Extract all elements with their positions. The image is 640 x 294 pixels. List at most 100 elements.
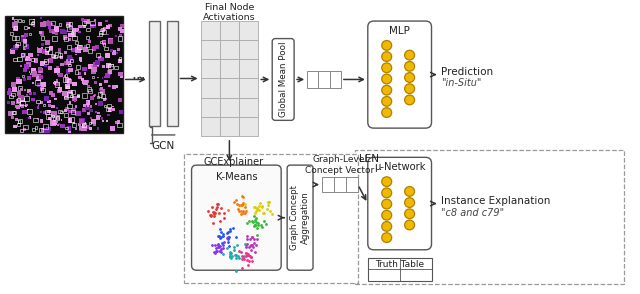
Bar — [58, 49, 61, 52]
Bar — [110, 126, 115, 131]
Bar — [49, 26, 51, 29]
Bar — [78, 31, 81, 33]
Bar — [26, 62, 31, 67]
Bar — [108, 70, 112, 74]
Bar — [115, 35, 117, 37]
Bar — [49, 66, 52, 69]
Bar — [118, 57, 121, 60]
Text: MLP: MLP — [389, 26, 410, 36]
Bar — [76, 47, 81, 53]
Bar — [63, 77, 68, 82]
Bar — [86, 80, 89, 83]
Bar — [71, 90, 75, 94]
Text: GCExplainer: GCExplainer — [204, 157, 264, 167]
Bar — [46, 114, 51, 119]
Bar — [111, 64, 113, 66]
Bar — [65, 51, 67, 54]
Bar — [91, 72, 93, 74]
Bar — [19, 104, 22, 107]
Bar — [56, 66, 59, 69]
Bar — [99, 31, 104, 34]
Bar — [330, 71, 341, 88]
Bar — [56, 89, 61, 93]
Bar — [40, 17, 42, 19]
Bar — [116, 120, 120, 123]
Bar — [108, 64, 113, 69]
Text: μ-Network: μ-Network — [374, 162, 426, 172]
Bar — [82, 67, 86, 71]
Bar — [33, 19, 35, 20]
Bar — [32, 82, 34, 84]
Bar — [7, 91, 12, 95]
Bar — [14, 19, 17, 21]
Bar — [67, 104, 72, 108]
Bar — [52, 36, 57, 41]
Bar — [100, 117, 103, 120]
Bar — [72, 96, 77, 101]
Bar — [109, 85, 111, 87]
Bar — [115, 122, 117, 124]
Bar — [37, 118, 40, 120]
Bar — [103, 44, 105, 46]
Bar — [65, 78, 70, 83]
Bar — [53, 82, 56, 84]
Bar — [51, 23, 52, 25]
Bar — [83, 122, 86, 125]
Circle shape — [381, 41, 392, 50]
Bar — [83, 21, 86, 25]
Bar — [40, 61, 45, 66]
Bar — [82, 127, 84, 129]
Bar — [68, 38, 71, 41]
Bar — [43, 129, 45, 131]
Bar — [47, 100, 51, 103]
Bar — [87, 85, 90, 87]
Bar — [69, 22, 72, 25]
Bar — [239, 40, 259, 59]
Bar — [29, 71, 31, 73]
Bar — [90, 117, 92, 119]
Bar — [220, 98, 239, 117]
Bar — [79, 25, 82, 28]
Bar — [79, 59, 83, 62]
Bar — [112, 51, 116, 54]
Bar — [112, 85, 116, 89]
Bar — [58, 73, 63, 77]
Bar — [105, 53, 109, 58]
Bar — [33, 24, 35, 27]
Bar — [100, 29, 103, 32]
Bar — [49, 46, 53, 50]
Bar — [67, 46, 71, 49]
Bar — [51, 123, 53, 126]
Bar — [63, 35, 67, 40]
Bar — [200, 117, 220, 136]
Bar — [27, 89, 31, 93]
Bar — [35, 126, 37, 129]
Bar — [28, 109, 29, 111]
Bar — [20, 65, 22, 67]
Circle shape — [381, 108, 392, 117]
Circle shape — [381, 222, 392, 231]
Bar — [24, 89, 26, 91]
Bar — [16, 105, 20, 109]
Bar — [47, 110, 51, 113]
Circle shape — [404, 220, 415, 230]
Bar — [65, 96, 68, 99]
Bar — [58, 123, 60, 125]
Bar — [45, 51, 49, 54]
Bar — [54, 26, 59, 32]
Bar — [21, 98, 25, 102]
Bar — [307, 71, 318, 88]
Bar — [17, 91, 21, 96]
Bar — [74, 28, 79, 33]
Bar — [68, 57, 73, 61]
Bar — [12, 82, 16, 87]
Bar — [47, 116, 51, 120]
Bar — [23, 39, 27, 43]
Bar — [47, 51, 52, 54]
Bar — [68, 68, 72, 72]
Bar — [22, 20, 24, 22]
Bar — [24, 96, 29, 101]
Bar — [37, 48, 42, 53]
Bar — [85, 125, 90, 129]
Bar — [81, 25, 84, 28]
